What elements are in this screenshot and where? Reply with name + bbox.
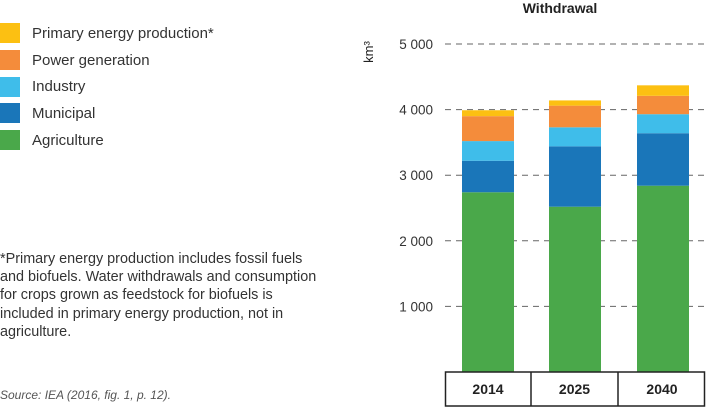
legend-label: Agriculture (32, 131, 104, 149)
bars (462, 85, 689, 372)
x-tick-label: 2040 (646, 381, 677, 397)
bar-segment-power-generation-2025 (549, 105, 601, 128)
bar-segment-municipal-2014 (462, 160, 514, 193)
bar-segment-municipal-2025 (549, 146, 601, 207)
legend-item-industry: Industry (0, 73, 214, 100)
y-tick-label: 2 000 (399, 234, 433, 249)
chart-title: Withdrawal (523, 0, 598, 16)
legend-item-municipal: Municipal (0, 100, 214, 127)
legend-label: Municipal (32, 104, 96, 122)
bar-segment-power-generation-2014 (462, 116, 514, 142)
bar-segment-agriculture-2014 (462, 192, 514, 372)
source-note: Source: IEA (2016, fig. 1, p. 12). (0, 388, 171, 402)
legend-swatch (0, 76, 20, 97)
legend-item-primary-energy: Primary energy production* (0, 20, 214, 47)
x-axis-frame (444, 371, 706, 407)
bar-segment-agriculture-2025 (549, 206, 601, 372)
legend-label: Primary energy production* (32, 24, 214, 42)
y-tick-label: 4 000 (399, 103, 433, 118)
y-tick-label: 5 000 (399, 37, 433, 52)
legend-item-agriculture: Agriculture (0, 127, 214, 154)
chart-legend: Primary energy production* Power generat… (0, 20, 214, 153)
bar-segment-primary-energy-production-2014 (462, 110, 514, 117)
y-axis-ticks: 1 000 2 000 3 000 4 000 5 000 (399, 37, 433, 314)
y-axis-label: km³ (361, 41, 376, 63)
bar-segment-agriculture-2040 (637, 185, 689, 372)
legend-label: Power generation (32, 51, 150, 69)
legend-swatch (0, 130, 20, 151)
bar-segment-primary-energy-production-2025 (549, 100, 601, 106)
legend-swatch (0, 103, 20, 124)
legend-swatch (0, 23, 20, 44)
bar-segment-industry-2014 (462, 141, 514, 161)
bar-segment-primary-energy-production-2040 (637, 85, 689, 96)
legend-item-power-generation: Power generation (0, 47, 214, 74)
x-tick-label: 2014 (472, 381, 503, 397)
bar-segment-municipal-2040 (637, 133, 689, 186)
x-tick-label: 2025 (559, 381, 590, 397)
bar-segment-power-generation-2040 (637, 95, 689, 115)
bar-segment-industry-2040 (637, 114, 689, 134)
legend-swatch (0, 50, 20, 71)
bar-segment-industry-2025 (549, 127, 601, 147)
footnote: *Primary energy production includes foss… (0, 251, 317, 340)
legend-label: Industry (32, 78, 86, 96)
y-tick-label: 1 000 (399, 299, 433, 314)
y-tick-label: 3 000 (399, 168, 433, 183)
x-axis: 2014 2025 2040 (444, 371, 706, 407)
